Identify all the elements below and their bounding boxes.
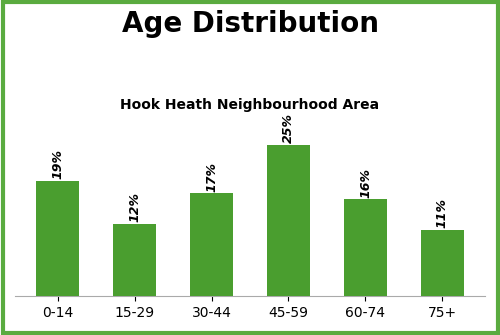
Text: 12%: 12%: [128, 192, 141, 222]
Bar: [422, 230, 464, 296]
Text: 16%: 16%: [359, 168, 372, 198]
Bar: [36, 181, 78, 296]
Text: 17%: 17%: [205, 161, 218, 192]
Bar: [344, 199, 387, 296]
Bar: [114, 224, 156, 296]
Bar: [190, 193, 232, 296]
Text: Age Distribution: Age Distribution: [122, 10, 378, 38]
Text: 19%: 19%: [51, 149, 64, 180]
Bar: [268, 145, 310, 296]
Text: 11%: 11%: [436, 198, 449, 228]
Title: Hook Heath Neighbourhood Area: Hook Heath Neighbourhood Area: [120, 98, 380, 112]
Text: 25%: 25%: [282, 113, 295, 143]
